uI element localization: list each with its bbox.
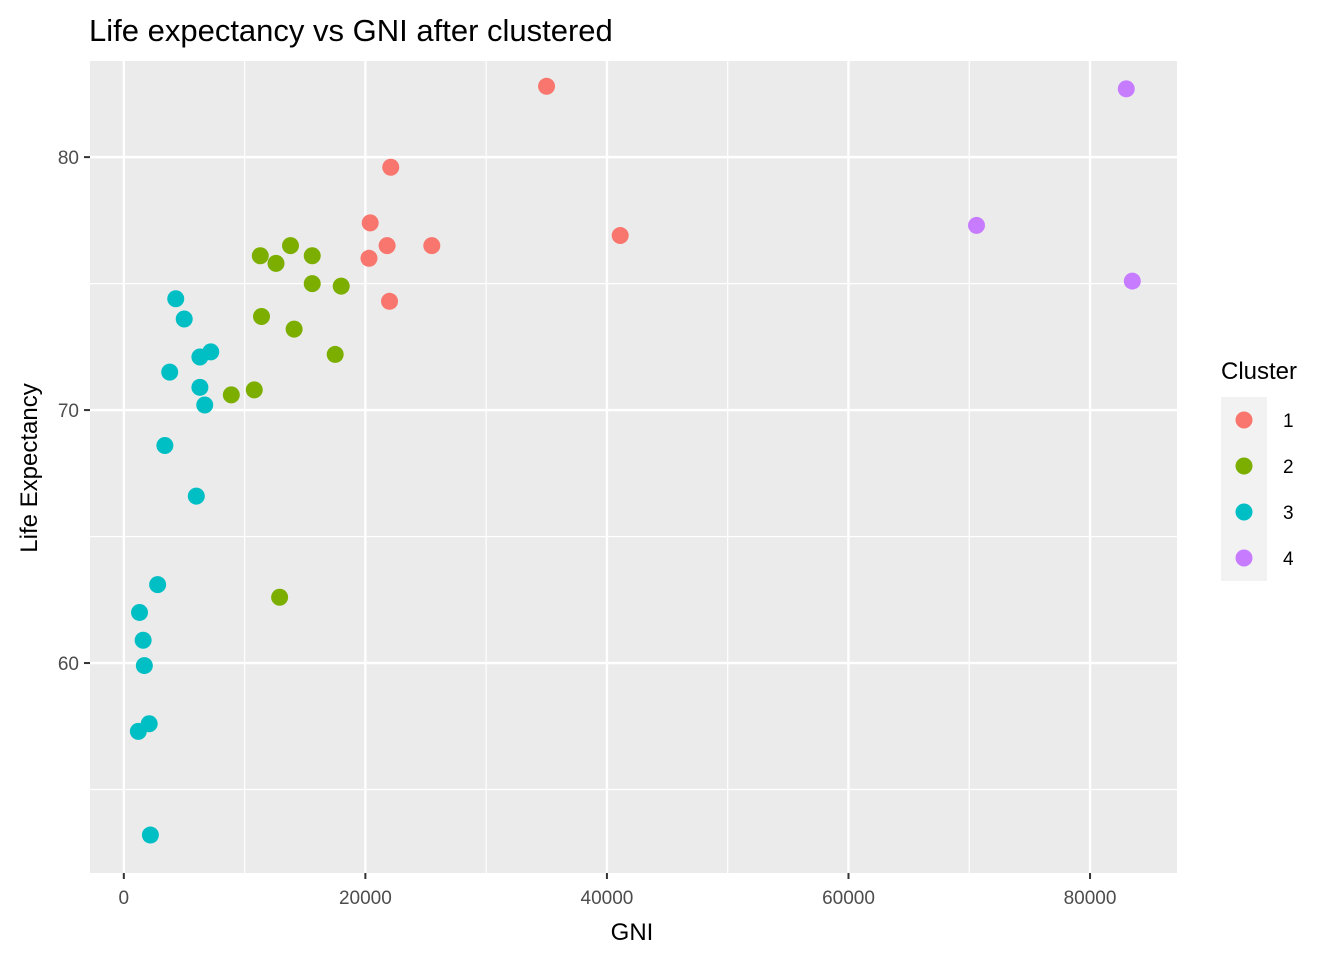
y-tick-label: 60 <box>58 654 79 675</box>
data-point-cluster-1 <box>611 227 629 245</box>
data-point-cluster-3 <box>167 290 185 308</box>
grid-minor <box>90 61 1177 873</box>
data-point-cluster-1 <box>381 292 399 310</box>
data-point-cluster-1 <box>382 158 400 176</box>
data-point-cluster-3 <box>156 436 174 454</box>
data-point-cluster-3 <box>191 378 209 396</box>
data-point-cluster-4 <box>1123 272 1141 290</box>
legend-key-1 <box>1235 411 1253 429</box>
legend: Cluster 1 2 3 4 <box>1221 358 1297 581</box>
legend-label-2: 2 <box>1283 457 1294 478</box>
data-point-cluster-2 <box>326 345 344 363</box>
data-point-cluster-3 <box>134 631 152 649</box>
chart-title: Life expectancy vs GNI after clustered <box>89 13 613 48</box>
data-point-cluster-2 <box>245 381 263 399</box>
data-point-cluster-1 <box>361 214 379 232</box>
data-point-cluster-3 <box>175 310 193 328</box>
data-point-cluster-4 <box>1117 80 1135 98</box>
data-point-cluster-1 <box>538 77 556 95</box>
y-axis-title: Life Expectancy <box>16 383 43 552</box>
x-tick-label: 20000 <box>339 888 392 909</box>
x-tick-label: 60000 <box>822 888 875 909</box>
x-axis-title: GNI <box>611 919 654 946</box>
legend-label-3: 3 <box>1283 503 1294 524</box>
data-point-cluster-2 <box>303 275 321 293</box>
data-point-cluster-4 <box>968 216 986 234</box>
x-tick-label: 80000 <box>1064 888 1117 909</box>
data-point-cluster-2 <box>222 386 240 404</box>
legend-key-4 <box>1235 549 1253 567</box>
x-tick-label: 0 <box>119 888 130 909</box>
data-point-cluster-3 <box>131 603 149 621</box>
data-point-cluster-2 <box>253 307 271 325</box>
data-point-cluster-2 <box>251 247 269 265</box>
legend-key-3 <box>1235 503 1253 521</box>
data-point-cluster-2 <box>271 588 289 606</box>
legend-key-2 <box>1235 457 1253 475</box>
grid-major <box>90 61 1177 873</box>
data-point-cluster-2 <box>285 320 303 338</box>
legend-title: Cluster <box>1221 358 1297 385</box>
data-point-cluster-1 <box>378 237 396 255</box>
x-tick-label: 40000 <box>581 888 634 909</box>
data-point-cluster-3 <box>196 396 214 414</box>
data-point-cluster-3 <box>161 363 179 381</box>
legend-label-1: 1 <box>1283 411 1294 432</box>
data-point-cluster-2 <box>332 277 350 295</box>
x-axis: 0 20000 40000 60000 80000 <box>119 873 1117 909</box>
y-tick-label: 80 <box>58 148 79 169</box>
data-point-cluster-1 <box>360 249 378 267</box>
data-point-cluster-3 <box>141 826 159 844</box>
data-points <box>129 77 1141 844</box>
data-point-cluster-2 <box>303 247 321 265</box>
data-point-cluster-1 <box>423 237 441 255</box>
data-point-cluster-2 <box>267 254 285 272</box>
plot-panel <box>90 61 1177 873</box>
legend-label-4: 4 <box>1283 549 1294 570</box>
y-axis: 60 70 80 <box>58 148 90 675</box>
data-point-cluster-3 <box>191 348 209 366</box>
data-point-cluster-3 <box>129 722 147 740</box>
data-point-cluster-3 <box>187 487 205 505</box>
data-point-cluster-3 <box>149 576 167 594</box>
data-point-cluster-2 <box>281 237 299 255</box>
data-point-cluster-3 <box>135 657 153 675</box>
y-tick-label: 70 <box>58 401 79 422</box>
